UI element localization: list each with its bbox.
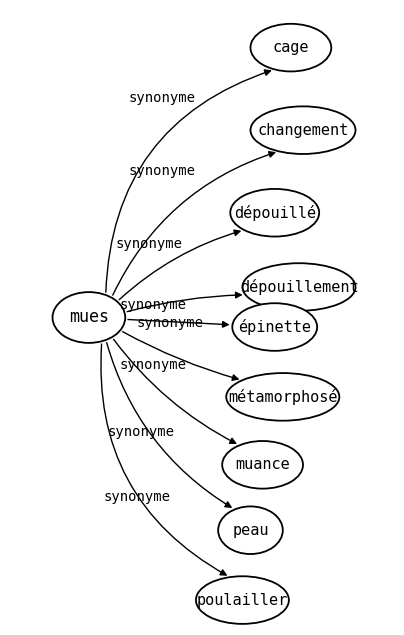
Ellipse shape — [218, 507, 283, 554]
Ellipse shape — [242, 263, 356, 311]
Ellipse shape — [232, 304, 317, 351]
Text: épinette: épinette — [238, 319, 311, 335]
Ellipse shape — [222, 441, 303, 489]
Text: synonyme: synonyme — [136, 316, 203, 330]
Text: dépouillé: dépouillé — [234, 204, 316, 221]
Ellipse shape — [226, 373, 339, 420]
Ellipse shape — [196, 577, 289, 624]
Text: synonyme: synonyme — [120, 298, 187, 312]
Ellipse shape — [250, 23, 331, 72]
Text: synonyme: synonyme — [128, 91, 195, 105]
Text: poulailler: poulailler — [197, 592, 288, 608]
Text: muance: muance — [235, 457, 290, 472]
Ellipse shape — [230, 189, 319, 236]
Text: synonyme: synonyme — [116, 237, 183, 251]
Text: dépouillement: dépouillement — [240, 279, 358, 295]
Text: mues: mues — [69, 309, 109, 326]
Text: synonyme: synonyme — [120, 358, 187, 372]
Text: peau: peau — [232, 523, 269, 538]
Ellipse shape — [53, 292, 125, 343]
Text: changement: changement — [257, 123, 349, 138]
Text: cage: cage — [273, 40, 309, 55]
Text: métamorphosé: métamorphosé — [228, 389, 338, 405]
Text: synonyme: synonyme — [104, 490, 171, 504]
Text: synonyme: synonyme — [108, 425, 175, 439]
Ellipse shape — [250, 106, 356, 154]
Text: synonyme: synonyme — [128, 164, 195, 178]
